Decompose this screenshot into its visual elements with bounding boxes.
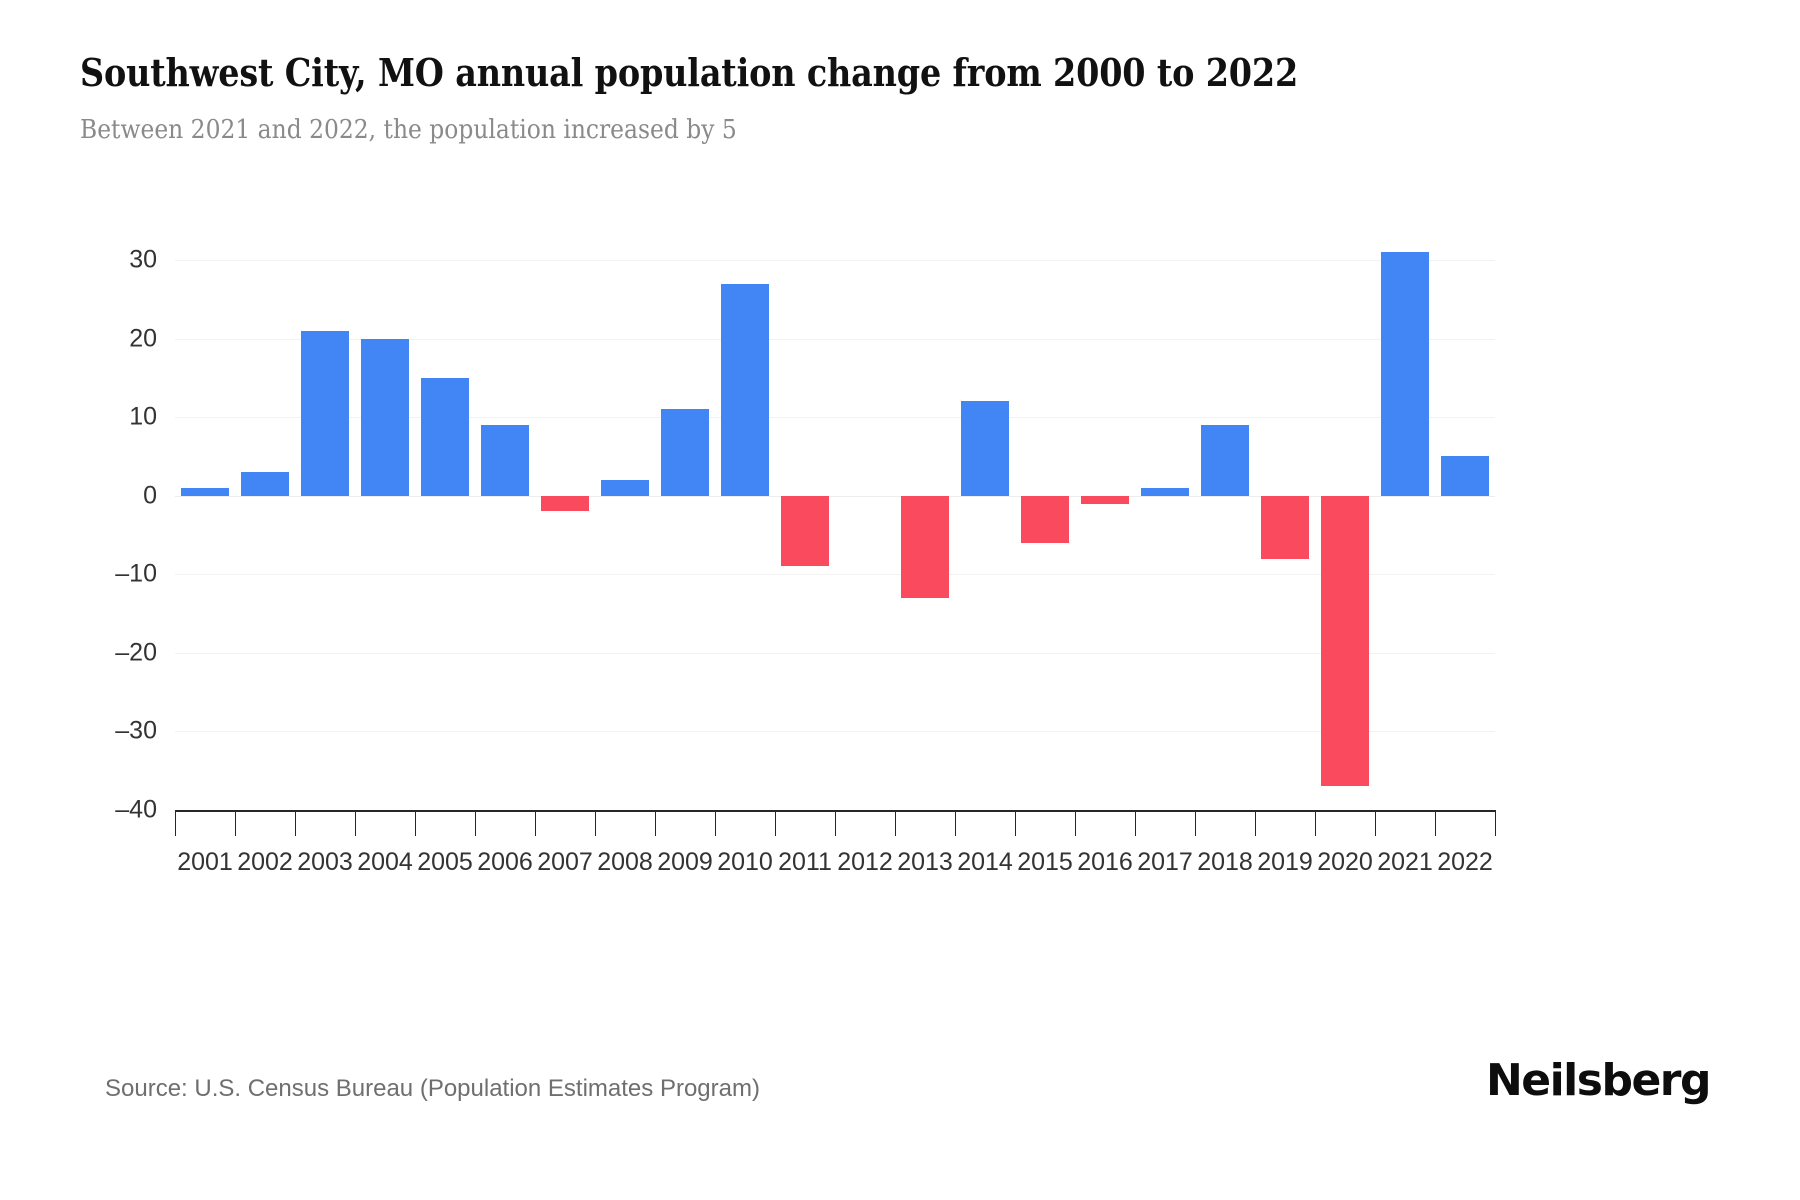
chart-header: Southwest City, MO annual population cha…: [80, 50, 1720, 146]
x-tick-mark: [835, 810, 836, 836]
x-tick-mark: [655, 810, 656, 836]
bar-2014[interactable]: [961, 401, 1009, 496]
bar-2019[interactable]: [1261, 495, 1309, 559]
x-tick-mark: [535, 810, 536, 836]
x-tick-mark: [1135, 810, 1136, 836]
y-tick-label: –10: [115, 559, 157, 588]
bar-2020[interactable]: [1321, 495, 1369, 787]
x-tick-label-2017: 2017: [1137, 848, 1193, 876]
x-tick-mark: [1255, 810, 1256, 836]
bar-2021[interactable]: [1381, 252, 1429, 496]
x-tick-label-2019: 2019: [1257, 848, 1313, 876]
x-tick-label-2013: 2013: [897, 848, 953, 876]
x-tick-label-2009: 2009: [657, 848, 713, 876]
x-tick-mark: [415, 810, 416, 836]
bar-2013[interactable]: [901, 495, 949, 598]
x-tick-mark: [955, 810, 956, 836]
x-tick-label-2006: 2006: [477, 848, 533, 876]
gridline-10: [175, 417, 1495, 419]
y-tick-label: –20: [115, 638, 157, 667]
bar-2015[interactable]: [1021, 495, 1069, 543]
bars-group: [175, 252, 1495, 810]
x-tick-mark: [1495, 810, 1496, 836]
y-tick-label: 30: [129, 245, 157, 274]
x-tick-mark: [1195, 810, 1196, 836]
x-tick-mark: [475, 810, 476, 836]
x-tick-mark: [295, 810, 296, 836]
bar-2022[interactable]: [1441, 456, 1489, 496]
y-tick-label: 0: [143, 481, 157, 510]
y-tick-label: –30: [115, 716, 157, 745]
x-tick-label-2021: 2021: [1377, 848, 1433, 876]
chart-axes: 30 20 10 0 –10 –20 –30 –40 2001 2002 2003 2004 2005…: [115, 246, 1496, 876]
gridline-20: [175, 338, 1495, 340]
bar-2009[interactable]: [661, 409, 709, 496]
x-tick-label-2012: 2012: [837, 848, 893, 876]
bar-2006[interactable]: [481, 425, 529, 496]
x-tick-mark: [1375, 810, 1376, 836]
y-tick-label: –40: [115, 795, 157, 824]
x-tick-mark: [1075, 810, 1076, 836]
x-tick-label-2003: 2003: [297, 848, 353, 876]
bar-2001[interactable]: [181, 487, 229, 496]
x-tick-label-2001: 2001: [177, 848, 233, 876]
x-tick-mark: [235, 810, 236, 836]
bar-2018[interactable]: [1201, 425, 1249, 496]
chart-plot-area: 30 20 10 0 –10 –20 –30 –40 2001 2002 2003 2004 2005…: [0, 230, 1800, 900]
x-tick-label-2014: 2014: [957, 848, 1013, 876]
y-tick-label: 20: [129, 324, 157, 353]
x-tick-mark: [595, 810, 596, 836]
x-tick-label-2018: 2018: [1197, 848, 1253, 876]
bar-2003[interactable]: [301, 330, 349, 496]
x-tick-label-2011: 2011: [778, 848, 832, 876]
x-tick-label-2020: 2020: [1317, 848, 1373, 876]
x-tick-mark: [1315, 810, 1316, 836]
neilsberg-logo: Neilsberg: [1485, 1055, 1712, 1106]
x-tick-mark: [895, 810, 896, 836]
bar-2005[interactable]: [421, 377, 469, 496]
x-tick-mark: [715, 810, 716, 836]
x-tick-label-2004: 2004: [357, 848, 413, 876]
x-tick-mark: [1435, 810, 1436, 836]
bar-2011[interactable]: [781, 495, 829, 567]
page-title: Southwest City, MO annual population cha…: [80, 50, 1299, 95]
bar-2017[interactable]: [1141, 487, 1189, 496]
gridline--10: [175, 574, 1495, 576]
x-tick-label-2005: 2005: [417, 848, 473, 876]
bar-2002[interactable]: [241, 472, 289, 496]
x-tick-label-2008: 2008: [597, 848, 653, 876]
x-tick-mark: [775, 810, 776, 836]
x-tick-mark: [175, 810, 176, 836]
x-tick-mark: [1015, 810, 1016, 836]
gridline--30: [175, 731, 1495, 733]
bar-2004[interactable]: [361, 338, 409, 496]
x-tick-label-2022: 2022: [1437, 848, 1493, 876]
chart-subtitle: Between 2021 and 2022, the population in…: [80, 115, 737, 145]
gridline--20: [175, 652, 1495, 654]
x-tick-mark: [355, 810, 356, 836]
bar-2016[interactable]: [1081, 495, 1129, 504]
gridline-30: [175, 260, 1495, 261]
source-note: Source: U.S. Census Bureau (Population E…: [105, 1075, 760, 1102]
bar-2010[interactable]: [721, 283, 769, 496]
x-tick-label-2010: 2010: [717, 848, 773, 876]
x-tick-label-2002: 2002: [237, 848, 293, 876]
x-tick-label-2016: 2016: [1077, 848, 1133, 876]
y-tick-label: 10: [129, 402, 157, 431]
bar-2008[interactable]: [601, 480, 649, 496]
x-tick-label-2015: 2015: [1017, 848, 1073, 876]
x-tick-label-2007: 2007: [537, 848, 593, 876]
gridline-0: [175, 495, 1495, 497]
bar-2007[interactable]: [541, 495, 589, 512]
